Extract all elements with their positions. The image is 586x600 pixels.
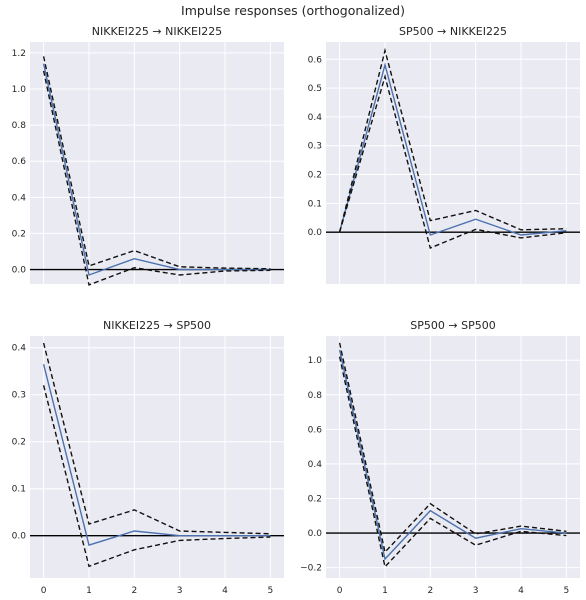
y-tick-label: 0.5 [308,84,322,94]
y-tick-label: 1.0 [12,85,27,95]
x-tick-label: 0 [41,586,47,596]
x-tick-label: 0 [337,586,343,596]
x-tick-label: 2 [131,586,137,596]
confidence-band-upper [338,342,567,554]
y-tick-label: 0.4 [308,113,323,123]
y-tick-label: 0.1 [308,199,322,209]
x-tick-label: 4 [222,586,228,596]
confidence-band-upper [42,56,271,270]
plot-area [30,42,284,284]
confidence-band-lower [338,356,567,569]
panel-3: 0.0 0.1 0.2 0.3 0.4 0 1 2 3 4 5 NIKKEI225 → SP500 [12,319,284,596]
panel-4: −0.2 0.0 0.2 0.4 0.6 0.8 1.0 0 1 2 3 4 5 SP500 → SP50… [300,319,580,596]
y-tick-label: 0.0 [308,228,323,238]
panel-2: 0.0 0.1 0.2 0.3 0.4 0.5 0.6 SP500 → NIKKEI225 [308,25,580,284]
panel-title: NIKKEI225 → SP500 [103,319,211,332]
panel-title: SP500 → SP500 [410,319,495,332]
y-tick-label: 0.4 [12,193,27,203]
x-tick-label: 1 [382,586,388,596]
response-line [338,349,567,561]
response-line [42,63,271,276]
x-tick-label: 2 [427,586,433,596]
y-tick-label: 0.3 [308,142,322,152]
x-tick-label: 4 [518,586,524,596]
confidence-band-lower [42,70,271,286]
x-tick-label: 1 [86,586,92,596]
y-tick-label: 0.2 [12,438,26,448]
y-tick-label: 0.0 [12,532,27,542]
confidence-band-upper [42,342,271,535]
y-tick-label: 1.0 [308,356,323,366]
y-tick-label: 1.2 [12,49,26,59]
response-line [42,364,271,546]
panel-title: NIKKEI225 → NIKKEI225 [92,25,222,38]
y-tick-label: −0.2 [300,564,322,574]
plot-area [326,336,580,578]
panel-1: 0.0 0.2 0.4 0.6 0.8 1.0 1.2 NIKKEI225 → NIKKEI2… [12,25,284,286]
response-line [338,62,567,236]
confidence-band-lower [338,73,567,249]
confidence-band-upper [338,47,567,233]
x-tick-label: 5 [564,586,570,596]
y-tick-label: 0.2 [12,229,26,239]
y-tick-label: 0.3 [12,391,26,401]
y-tick-label: 0.8 [308,391,323,401]
x-tick-label: 3 [473,586,479,596]
y-tick-label: 0.6 [308,55,323,65]
y-tick-label: 0.2 [308,494,322,504]
y-tick-label: 0.2 [308,171,322,181]
y-tick-label: 0.1 [12,485,26,495]
y-tick-label: 0.6 [12,157,27,167]
y-tick-label: 0.0 [12,266,27,276]
y-tick-label: 0.4 [12,344,27,354]
y-tick-label: 0.8 [12,121,27,131]
panel-title: SP500 → NIKKEI225 [399,25,507,38]
x-tick-label: 3 [177,586,183,596]
plot-area [326,42,580,284]
x-tick-label: 5 [268,586,274,596]
y-tick-label: 0.6 [308,425,323,435]
figure-title: Impulse responses (orthogonalized) [181,3,405,18]
confidence-band-lower [42,385,271,568]
plot-area [30,336,284,578]
y-tick-label: 0.0 [308,529,323,539]
y-tick-label: 0.4 [308,460,323,470]
